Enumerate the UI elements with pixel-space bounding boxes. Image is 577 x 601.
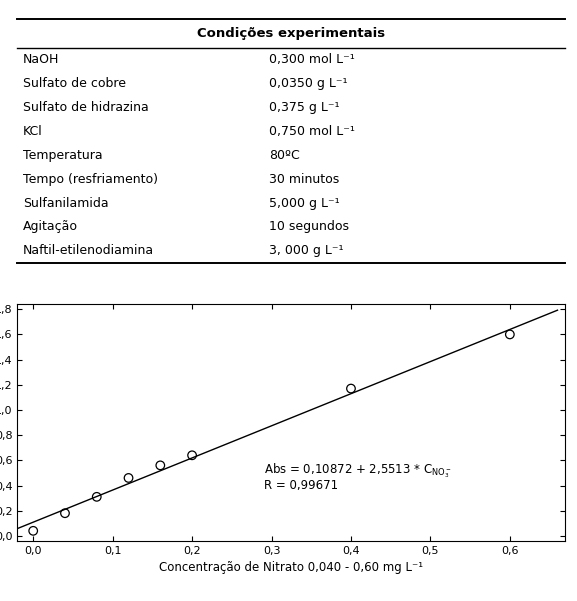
Point <box>156 460 165 470</box>
Text: 0,750 mol L⁻¹: 0,750 mol L⁻¹ <box>269 125 355 138</box>
Text: Sulfato de hidrazina: Sulfato de hidrazina <box>23 101 148 114</box>
Text: Condições experimentais: Condições experimentais <box>197 27 385 40</box>
Text: 0,0350 g L⁻¹: 0,0350 g L⁻¹ <box>269 78 348 90</box>
Point <box>505 329 515 339</box>
Text: NaOH: NaOH <box>23 53 59 67</box>
Text: Temperatura: Temperatura <box>23 149 102 162</box>
Point <box>61 508 70 518</box>
Text: Naftil-etilenodiamina: Naftil-etilenodiamina <box>23 245 154 257</box>
Text: Sulfanilamida: Sulfanilamida <box>23 197 108 210</box>
Text: 80ºC: 80ºC <box>269 149 300 162</box>
Text: R = 0,99671: R = 0,99671 <box>264 479 338 492</box>
Text: 0,375 g L⁻¹: 0,375 g L⁻¹ <box>269 101 340 114</box>
Text: 10 segundos: 10 segundos <box>269 221 350 234</box>
Point <box>188 451 197 460</box>
Text: Agitação: Agitação <box>23 221 78 234</box>
Text: Sulfato de cobre: Sulfato de cobre <box>23 78 126 90</box>
Point <box>92 492 102 502</box>
Text: KCl: KCl <box>23 125 43 138</box>
Point <box>124 473 133 483</box>
Text: 30 minutos: 30 minutos <box>269 172 340 186</box>
Text: Abs = 0,10872 + 2,5513 * C$_{\mathregular{NO_3^-}}$: Abs = 0,10872 + 2,5513 * C$_{\mathregula… <box>264 462 451 480</box>
Text: 3, 000 g L⁻¹: 3, 000 g L⁻¹ <box>269 245 344 257</box>
Text: 0,300 mol L⁻¹: 0,300 mol L⁻¹ <box>269 53 355 67</box>
X-axis label: Concentração de Nitrato 0,040 - 0,60 mg L⁻¹: Concentração de Nitrato 0,040 - 0,60 mg … <box>159 561 424 575</box>
Point <box>29 526 38 535</box>
Text: 5,000 g L⁻¹: 5,000 g L⁻¹ <box>269 197 340 210</box>
Point <box>346 384 355 394</box>
Text: Tempo (resfriamento): Tempo (resfriamento) <box>23 172 158 186</box>
